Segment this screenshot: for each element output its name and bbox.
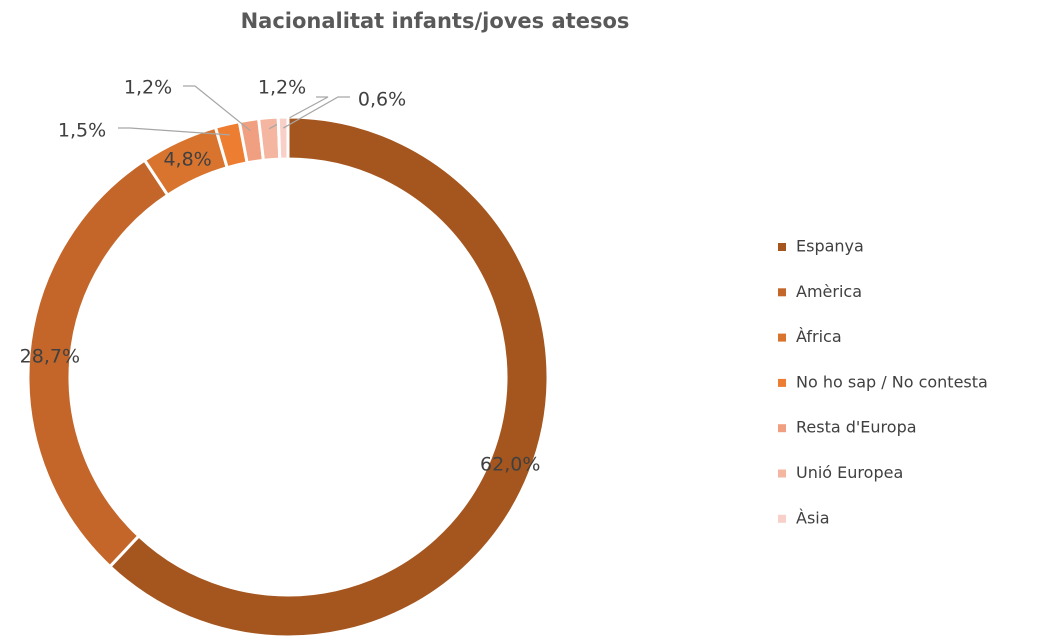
leader-line bbox=[183, 85, 251, 132]
data-label: 28,7% bbox=[20, 345, 80, 367]
data-label: 0,6% bbox=[358, 89, 406, 111]
chart-title: Nacionalitat infants/joves atesos bbox=[241, 9, 630, 33]
leader-line bbox=[118, 127, 230, 136]
legend-label: No ho sap / No contesta bbox=[796, 372, 988, 391]
legend-label: Espanya bbox=[796, 237, 864, 256]
legend-marker bbox=[778, 378, 786, 387]
legend-label: Àsia bbox=[796, 508, 830, 527]
legend-marker bbox=[778, 243, 786, 251]
legend-label: Àfrica bbox=[796, 327, 842, 346]
data-label: 1,2% bbox=[258, 77, 306, 99]
legend-label: Amèrica bbox=[796, 282, 862, 301]
data-label: 62,0% bbox=[480, 453, 540, 475]
legend-marker bbox=[778, 469, 786, 478]
legend-marker bbox=[778, 333, 786, 342]
donut-slice bbox=[256, 115, 282, 163]
data-label: 1,2% bbox=[124, 77, 172, 99]
legend-marker bbox=[778, 424, 786, 433]
legend-marker bbox=[778, 514, 786, 523]
legend-marker bbox=[778, 288, 786, 297]
data-label: 1,5% bbox=[58, 120, 106, 142]
data-label: 4,8% bbox=[163, 149, 211, 171]
legend-label: Resta d'Europa bbox=[796, 418, 917, 437]
leader-line bbox=[283, 96, 350, 129]
legend-label: Unió Europea bbox=[796, 463, 903, 482]
donut-slice bbox=[107, 115, 550, 639]
donut-slice bbox=[276, 115, 290, 161]
